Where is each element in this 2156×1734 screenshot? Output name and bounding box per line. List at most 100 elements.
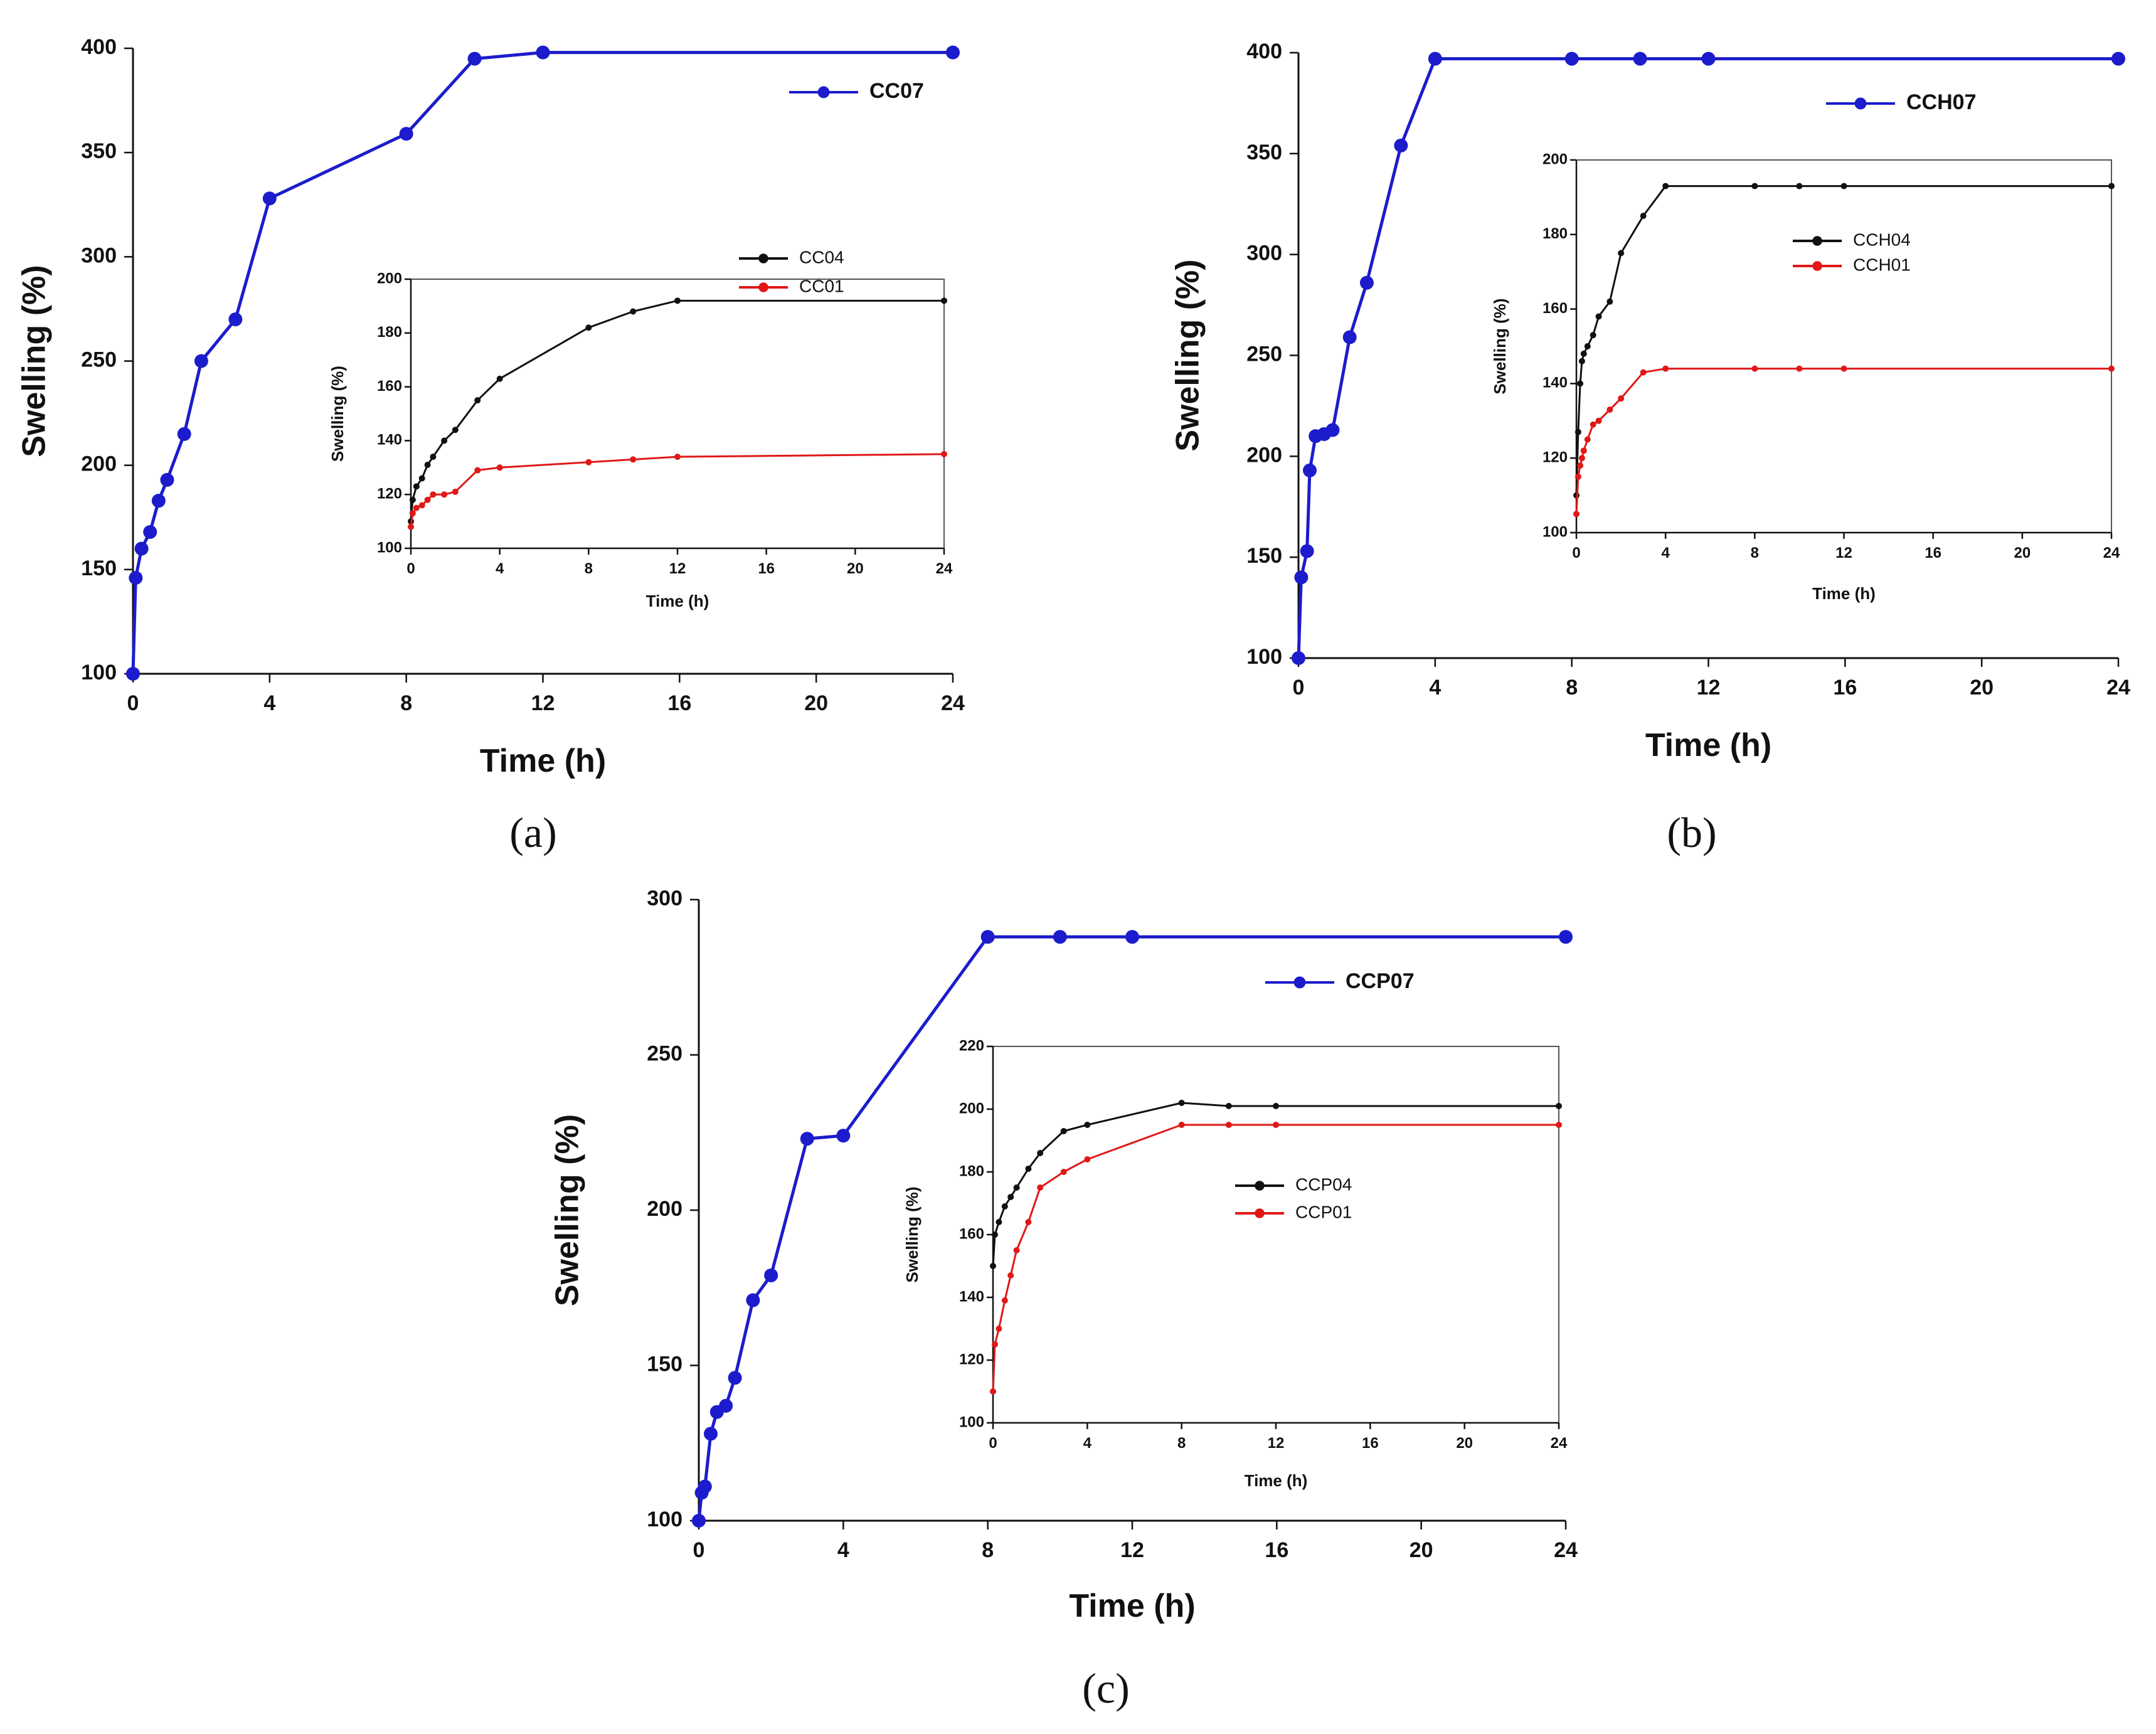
main-data-point-cc07 bbox=[194, 354, 208, 368]
main-data-point-ccp07 bbox=[704, 1427, 718, 1441]
main-data-point-cc07 bbox=[536, 45, 550, 60]
inset-x-tick-label: 0 bbox=[1572, 545, 1580, 561]
inset-data-point-cc01 bbox=[585, 459, 592, 465]
inset-data-point-cch04 bbox=[1796, 183, 1803, 189]
inset-data-point-cch01 bbox=[1751, 365, 1758, 372]
inset-x-tick-label: 12 bbox=[1835, 545, 1852, 561]
inset-legend-label-cch04: CCH04 bbox=[1853, 230, 1911, 249]
inset-data-point-ccp04 bbox=[1007, 1194, 1014, 1200]
main-y-tick-label: 300 bbox=[647, 886, 682, 910]
main-data-point-cch07 bbox=[1428, 51, 1442, 66]
inset-series-line-cch04 bbox=[1575, 185, 2111, 496]
inset-data-point-cch01 bbox=[1580, 447, 1587, 454]
inset-y-tick-label: 220 bbox=[959, 1037, 984, 1054]
inset-y-tick-label: 180 bbox=[959, 1162, 984, 1179]
main-legend-label-cc07: CC07 bbox=[869, 79, 924, 103]
inset-data-point-cch01 bbox=[1577, 462, 1584, 469]
main-data-point-ccp07 bbox=[764, 1268, 778, 1282]
inset-data-point-ccp01 bbox=[1084, 1156, 1091, 1162]
inset-x-tick-label: 16 bbox=[1925, 545, 1941, 561]
inset-data-point-cch04 bbox=[1595, 313, 1602, 320]
panel-label-c: (c) bbox=[1082, 1664, 1129, 1712]
main-legend-swatch-marker bbox=[817, 86, 830, 98]
inset-data-point-cc01 bbox=[441, 491, 448, 498]
inset-y-tick-label: 160 bbox=[377, 378, 402, 395]
main-y-tick-label: 150 bbox=[647, 1352, 682, 1376]
main-data-point-cc07 bbox=[129, 571, 143, 585]
inset-x-axis-title: Time (h) bbox=[1245, 1471, 1308, 1490]
main-x-tick-label: 4 bbox=[263, 691, 275, 715]
inset-data-point-cc01 bbox=[430, 491, 437, 498]
inset-x-tick-label: 24 bbox=[1551, 1435, 1568, 1452]
inset-x-tick-label: 20 bbox=[2014, 545, 2031, 561]
inset-legend-swatch-marker bbox=[1812, 236, 1822, 246]
inset-y-tick-label: 160 bbox=[1543, 300, 1568, 317]
panel-label-a: (a) bbox=[509, 809, 556, 856]
inset-data-point-cc04 bbox=[585, 324, 592, 331]
inset-legend-label-ccp01: CCP01 bbox=[1295, 1202, 1352, 1221]
inset-data-point-cc01 bbox=[424, 496, 431, 503]
inset-plot-frame bbox=[410, 279, 945, 549]
inset-data-point-cc01 bbox=[409, 510, 416, 517]
inset-data-point-ccp01 bbox=[1007, 1272, 1014, 1279]
inset-x-tick-label: 16 bbox=[1362, 1435, 1379, 1452]
inset-data-point-cch04 bbox=[1575, 428, 1581, 435]
main-data-point-cch07 bbox=[1564, 51, 1579, 66]
inset-y-tick-label: 120 bbox=[1543, 449, 1568, 466]
inset-data-point-cc04 bbox=[424, 462, 431, 469]
main-data-point-cc07 bbox=[946, 45, 960, 60]
main-y-tick-label: 100 bbox=[647, 1508, 682, 1531]
main-legend-label-cch07: CCH07 bbox=[1906, 90, 1976, 114]
main-x-tick-label: 24 bbox=[2106, 676, 2130, 699]
inset-y-tick-label: 140 bbox=[1543, 375, 1568, 391]
main-x-tick-label: 20 bbox=[804, 691, 828, 715]
main-y-axis-title: Swelling (%) bbox=[1170, 259, 1206, 451]
main-data-point-ccp07 bbox=[698, 1479, 712, 1494]
main-y-tick-label: 400 bbox=[1246, 40, 1282, 63]
inset-data-point-cc04 bbox=[941, 297, 947, 304]
inset-x-tick-label: 8 bbox=[1177, 1435, 1186, 1452]
main-data-point-cc07 bbox=[177, 427, 191, 441]
inset-data-point-ccp04 bbox=[1556, 1103, 1562, 1109]
main-x-tick-label: 8 bbox=[982, 1538, 994, 1562]
inset-legend-label-cc04: CC04 bbox=[799, 247, 844, 267]
main-x-tick-label: 12 bbox=[531, 691, 555, 715]
inset-x-tick-label: 16 bbox=[758, 560, 775, 577]
inset-data-point-cch04 bbox=[1751, 183, 1758, 189]
inset-data-point-ccp04 bbox=[1084, 1122, 1091, 1128]
main-data-point-ccp07 bbox=[1053, 930, 1067, 944]
main-data-point-cch07 bbox=[1359, 275, 1374, 290]
inset-data-point-ccp01 bbox=[1178, 1122, 1185, 1128]
inset-x-tick-label: 4 bbox=[496, 560, 504, 577]
main-y-tick-label: 250 bbox=[1246, 342, 1282, 366]
inset-data-point-cch01 bbox=[1578, 455, 1585, 462]
main-data-point-ccp07 bbox=[728, 1371, 742, 1385]
main-x-tick-label: 24 bbox=[941, 691, 965, 715]
main-y-axis-title: Swelling (%) bbox=[16, 265, 53, 457]
inset-data-point-cc04 bbox=[496, 375, 503, 382]
inset-legend-label-cch01: CCH01 bbox=[1853, 255, 1911, 274]
main-y-tick-label: 150 bbox=[81, 556, 117, 580]
inset-data-point-cch04 bbox=[1640, 213, 1647, 220]
main-data-point-ccp07 bbox=[800, 1132, 814, 1146]
main-data-point-ccp07 bbox=[836, 1129, 851, 1143]
inset-data-point-cc01 bbox=[674, 454, 681, 460]
panel-label-b: (b) bbox=[1667, 809, 1716, 856]
inset-data-point-ccp01 bbox=[1225, 1122, 1232, 1128]
main-legend-swatch-marker bbox=[1854, 97, 1867, 110]
inset-legend-swatch-marker bbox=[1255, 1181, 1265, 1191]
inset-data-point-cc01 bbox=[408, 523, 414, 530]
main-x-tick-label: 16 bbox=[1833, 676, 1857, 699]
main-data-point-ccp07 bbox=[1125, 930, 1139, 944]
inset-data-point-cc04 bbox=[674, 297, 681, 304]
inset-data-point-ccp04 bbox=[1273, 1103, 1279, 1109]
inset-data-point-cc04 bbox=[630, 308, 637, 315]
main-y-tick-label: 200 bbox=[1246, 443, 1282, 467]
inset-y-axis-title: Swelling (%) bbox=[328, 366, 347, 462]
inset-legend-swatch-marker bbox=[1255, 1208, 1265, 1218]
main-data-point-cch07 bbox=[1302, 463, 1317, 477]
main-x-axis-title: Time (h) bbox=[480, 743, 606, 779]
inset-y-tick-label: 140 bbox=[377, 432, 402, 449]
inset-data-point-cc01 bbox=[418, 502, 425, 509]
main-data-point-ccp07 bbox=[719, 1398, 733, 1413]
